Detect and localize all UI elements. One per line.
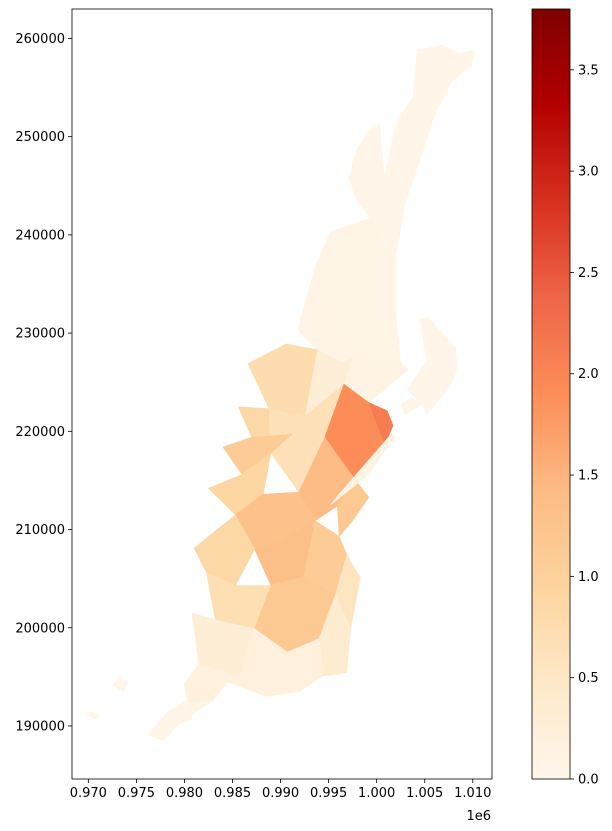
y-tick-label: 240000	[15, 228, 65, 243]
region-liberty-island	[147, 699, 193, 742]
y-tick-label: 210000	[15, 523, 65, 538]
region-roosevelt-island	[330, 433, 397, 506]
colorbar-tick-label: 1.5	[578, 469, 599, 484]
map-frame	[71, 8, 493, 780]
y-tick-label: 250000	[15, 130, 65, 145]
region-governors-small	[85, 710, 101, 720]
x-tick-label: 0.995	[310, 786, 347, 801]
colorbar: 0.0 0.5 1.0 1.5 2.0 2.5 3.0 3.5	[531, 8, 599, 788]
colorbar-tick-label: 3.0	[578, 165, 599, 180]
region-north-tip	[384, 44, 476, 216]
region-uws-north	[247, 343, 318, 417]
x-tick-label: 0.980	[166, 786, 203, 801]
colorbar-tick-label: 2.5	[578, 266, 599, 281]
y-tick-label: 190000	[15, 719, 65, 734]
region-randalls-tail	[400, 397, 424, 416]
x-tick-label: 1.005	[406, 786, 443, 801]
y-tick-label: 230000	[15, 327, 65, 342]
colorbar-gradient	[531, 8, 571, 780]
y-tick-label: 260000	[15, 32, 65, 47]
y-axis: 190000 200000 210000 220000 230000 240000 2500…	[15, 32, 72, 734]
x-axis: 0.970 0.975 0.980 0.985 0.990 0.995 1.000 1.005…	[70, 779, 491, 801]
y-tick-label: 220000	[15, 425, 65, 440]
y-tick-label: 200000	[15, 621, 65, 636]
region-chelsea	[193, 514, 255, 586]
colorbar-ticks: 0.0 0.5 1.0 1.5 2.0 2.5 3.0 3.5	[570, 63, 599, 788]
region-hells-kitchen	[207, 452, 272, 516]
colorbar-tick-label: 2.0	[578, 367, 599, 382]
colorbar-tick-label: 0.0	[578, 773, 599, 788]
colorbar-tick-label: 3.5	[578, 63, 599, 78]
region-ellis-island	[111, 678, 130, 693]
x-offset-label: 1e6	[466, 809, 491, 824]
region-uws-south	[222, 433, 293, 475]
x-tick-label: 0.985	[214, 786, 251, 801]
colorbar-tick-label: 0.5	[578, 671, 599, 686]
x-tick-label: 1.000	[358, 786, 395, 801]
colorbar-tick-label: 1.0	[578, 570, 599, 585]
x-tick-label: 0.975	[118, 786, 155, 801]
choropleth-regions	[85, 44, 476, 742]
x-tick-label: 0.970	[70, 786, 107, 801]
x-tick-label: 0.990	[262, 786, 299, 801]
region-inwood-washington-heights	[348, 123, 406, 266]
x-tick-label: 1.010	[454, 786, 491, 801]
region-randalls-island	[407, 317, 458, 416]
map-axes: 0.970 0.975 0.980 0.985 0.990 0.995 1.000 1.005…	[15, 8, 493, 824]
